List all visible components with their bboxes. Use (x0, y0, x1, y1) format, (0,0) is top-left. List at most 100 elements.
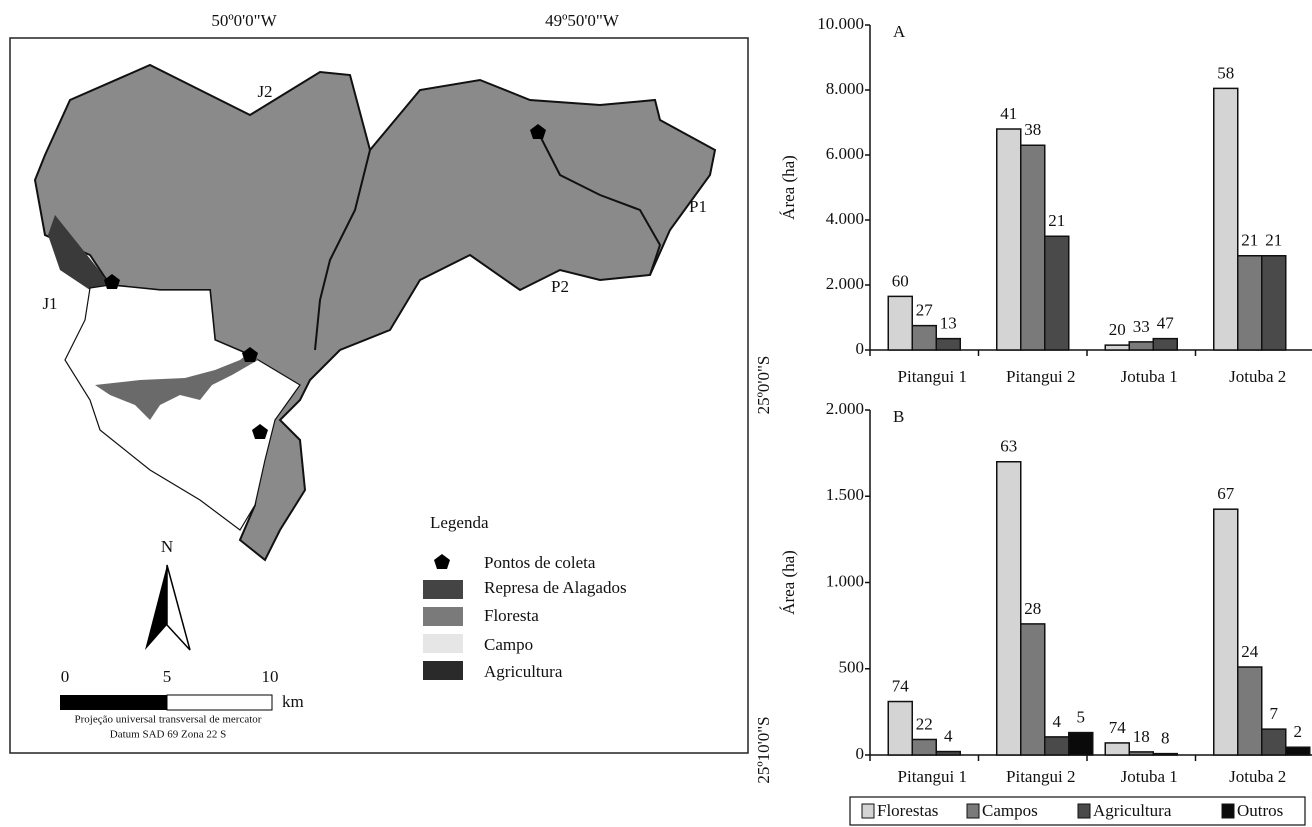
x-tick-label: Pitangui 2 (1006, 367, 1075, 386)
y-tick-label: 0 (856, 339, 865, 358)
bar (887, 295, 913, 351)
north-arrow (166, 564, 191, 651)
data-label: 63 (1000, 437, 1017, 456)
data-label: 22 (916, 714, 933, 733)
bar (1261, 255, 1287, 351)
x-tick-label: Jotuba 1 (1121, 367, 1178, 386)
data-label: 7 (1270, 704, 1279, 723)
data-label: 21 (1048, 211, 1065, 230)
bar (935, 337, 961, 351)
data-label: 20 (1109, 320, 1126, 339)
boundary (314, 149, 371, 351)
data-label: 4 (1053, 712, 1062, 731)
bar (1128, 751, 1154, 756)
panel-label: B (893, 407, 904, 426)
latitude-label: 25º0'0"S (754, 356, 773, 415)
legend-label: Outros (1237, 801, 1283, 820)
map-legend-label: Represa de Alagados (484, 578, 627, 597)
bar (1237, 255, 1263, 351)
bar (1068, 731, 1094, 756)
bar (935, 750, 961, 756)
scale-unit: km (282, 692, 304, 711)
data-label: 33 (1133, 317, 1150, 336)
map-legend-label: Campo (484, 635, 533, 654)
projection-note: Datum SAD 69 Zona 22 S (110, 729, 226, 741)
bar (1213, 508, 1239, 756)
reservoir (95, 352, 258, 420)
legend-swatch (1221, 803, 1235, 819)
bar (1261, 728, 1287, 756)
x-tick-label: Pitangui 1 (898, 767, 967, 786)
panel-label: A (893, 22, 906, 41)
legend-swatch (966, 803, 980, 819)
map-legend-label: Floresta (484, 606, 539, 625)
x-tick-label: Pitangui 1 (898, 367, 967, 386)
watershed-j1 (48, 215, 110, 290)
map-legend-title: Legenda (430, 513, 489, 532)
longitude-label: 49º50'0"W (545, 11, 620, 30)
boundary (537, 131, 662, 276)
y-axis-label: Área (ha) (779, 550, 798, 615)
north-arrow (145, 565, 167, 650)
bar (911, 738, 937, 756)
data-label: 74 (1109, 718, 1127, 737)
scale-tick: 5 (163, 667, 172, 686)
data-label: 18 (1133, 727, 1150, 746)
data-label: 8 (1161, 729, 1170, 748)
data-label: 28 (1024, 599, 1041, 618)
y-tick-label: 0 (856, 744, 865, 763)
scale-bar (60, 695, 167, 710)
map: 50º0'0"W 49º50'0"W 25º0'0"S 25º10'0"S J2… (9, 11, 773, 784)
sample-point (252, 424, 268, 439)
legend-swatch (1077, 803, 1091, 819)
y-tick-label: 500 (839, 658, 865, 677)
data-label: 24 (1241, 642, 1259, 661)
bar (1152, 752, 1178, 756)
bar (1128, 341, 1154, 351)
bar (887, 700, 913, 756)
legend-label: Agricultura (1093, 801, 1172, 820)
region-label: J1 (42, 294, 57, 313)
data-label: 5 (1077, 707, 1086, 726)
legend-swatch (861, 803, 875, 819)
bar (1044, 736, 1070, 756)
data-label: 74 (892, 676, 910, 695)
projection-note: Projeção universal transversal de mercat… (75, 714, 262, 726)
data-label: 38 (1024, 120, 1041, 139)
latitude-label: 25º10'0"S (754, 716, 773, 783)
bar (1104, 742, 1130, 756)
data-label: 27 (916, 301, 934, 320)
reservoir-area (64, 284, 301, 531)
bar (1237, 666, 1263, 756)
scale-tick: 0 (61, 667, 70, 686)
x-tick-label: Jotuba 1 (1121, 767, 1178, 786)
region-label: P2 (551, 277, 569, 296)
bar (1285, 746, 1311, 756)
sample-points (104, 124, 546, 439)
data-label: 41 (1000, 104, 1017, 123)
legend-label: Campos (982, 801, 1038, 820)
data-label: 21 (1241, 231, 1258, 250)
y-tick-label: 1.000 (826, 571, 864, 590)
scale-tick: 10 (262, 667, 279, 686)
bar (1104, 344, 1130, 351)
map-legend-label: Agricultura (484, 662, 563, 681)
longitude-label: 50º0'0"W (211, 11, 277, 30)
legend-symbol (423, 661, 463, 680)
north-label: N (161, 537, 173, 556)
y-tick-label: 2.000 (826, 274, 864, 293)
x-tick-label: Jotuba 2 (1229, 767, 1286, 786)
scale-bar (166, 694, 273, 711)
data-label: 2 (1294, 722, 1303, 741)
legend-symbol (423, 580, 463, 599)
y-tick-label: 1.500 (826, 485, 864, 504)
data-label: 60 (892, 271, 909, 290)
y-tick-label: 2.000 (826, 399, 864, 418)
y-tick-label: 10.000 (817, 14, 864, 33)
bar (1044, 235, 1070, 351)
bar (1213, 87, 1239, 351)
y-axis-label: Área (ha) (779, 155, 798, 220)
data-label: 13 (940, 314, 957, 333)
bar (911, 324, 937, 351)
